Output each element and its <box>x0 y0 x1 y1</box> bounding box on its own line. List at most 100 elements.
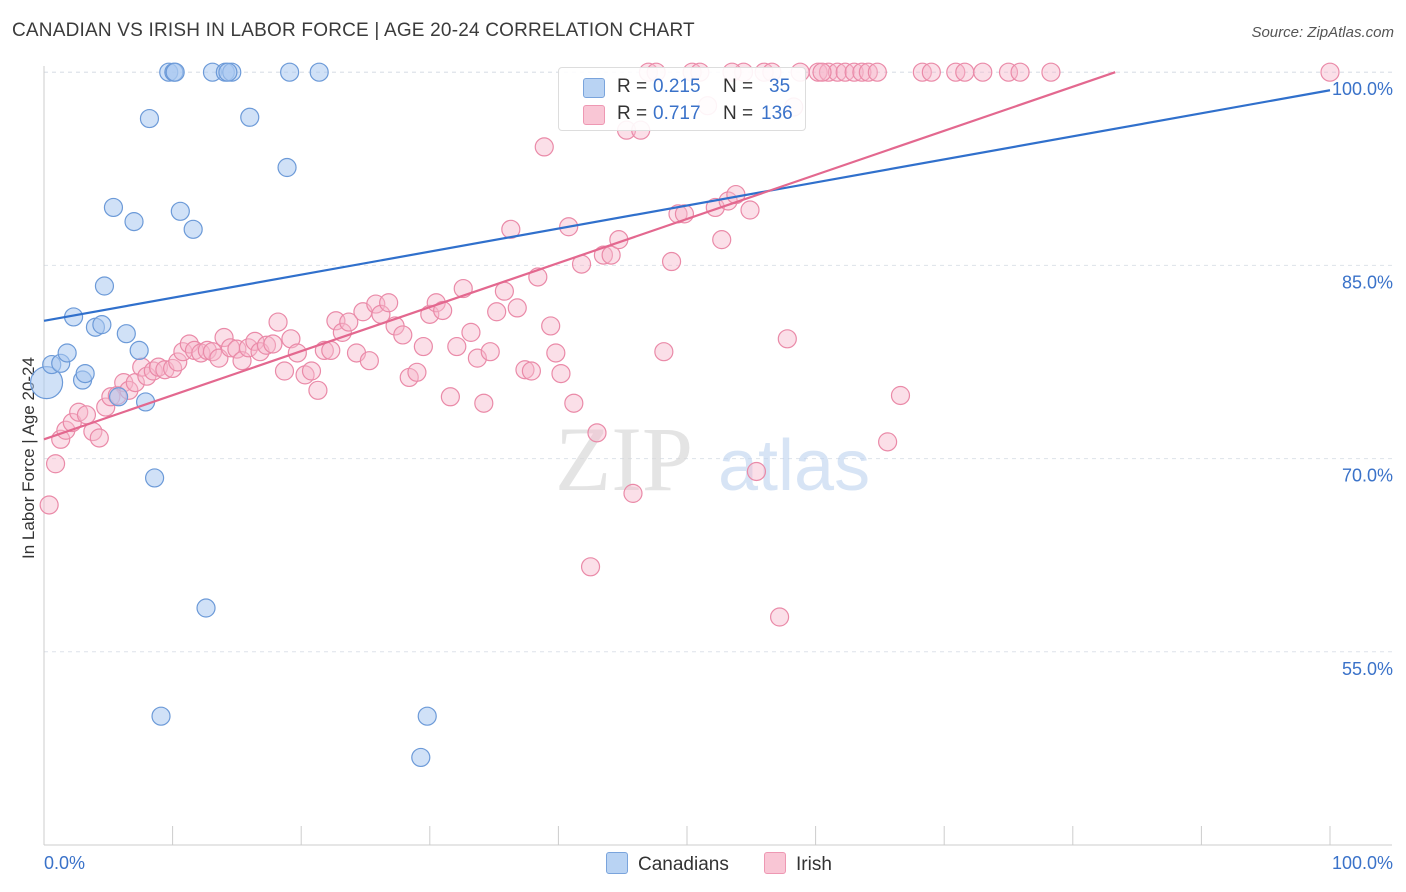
series-legend: Canadians Irish <box>0 852 1406 878</box>
canadians-point <box>94 276 115 296</box>
irish-point <box>263 334 283 354</box>
irish-point <box>447 336 467 357</box>
irish-point <box>921 62 941 82</box>
irish-point <box>955 62 975 82</box>
legend-n-value-irish: 136 <box>761 103 793 124</box>
canadians-point <box>139 108 160 129</box>
canadians-points <box>29 62 437 768</box>
irish-point <box>274 361 295 381</box>
irish-point <box>69 402 89 422</box>
legend-r-value-canadians: 0.215 <box>653 76 701 97</box>
irish-point <box>661 251 682 272</box>
irish-trendline <box>43 71 1116 441</box>
x-tick-label-max: 100.0% <box>1332 853 1393 873</box>
irish-point <box>973 62 993 82</box>
irish-point <box>777 329 797 349</box>
irish-point <box>812 62 832 82</box>
legend-r-label-irish: R = <box>617 103 648 124</box>
irish-point <box>56 420 76 440</box>
legend-n-label-canadians: N = <box>723 76 754 97</box>
irish-point <box>45 454 66 474</box>
legend-swatch-canadians <box>583 78 605 98</box>
legend-n-value-canadians: 35 <box>769 76 791 97</box>
irish-point <box>407 362 427 382</box>
canadians-point <box>277 157 297 178</box>
irish-point <box>433 300 453 321</box>
canadians-point <box>75 363 95 384</box>
canadians-point <box>116 324 136 344</box>
irish-point <box>268 312 288 332</box>
series-legend-canadians: Canadians <box>606 852 729 876</box>
y-tick-label: 55.0% <box>1342 659 1393 679</box>
irish-point <box>1041 62 1061 82</box>
canadians-point <box>129 340 149 361</box>
irish-point <box>413 336 433 357</box>
irish-point <box>420 304 440 324</box>
irish-point <box>281 329 301 349</box>
irish-point <box>998 62 1019 82</box>
irish-point <box>39 495 59 515</box>
x-tick-label-min: 0.0% <box>44 853 85 873</box>
canadians-point <box>183 219 203 239</box>
irish-point <box>256 335 277 355</box>
irish-point <box>163 358 183 379</box>
watermark-atlas: atlas <box>718 426 870 506</box>
irish-point <box>546 343 566 363</box>
irish-point <box>515 360 535 380</box>
irish-point <box>844 62 864 82</box>
canadians-point <box>196 598 216 618</box>
canadians-point <box>108 387 129 407</box>
irish-point <box>440 387 460 407</box>
y-tick-label: 85.0% <box>1342 272 1393 292</box>
irish-point <box>89 428 109 448</box>
irish-point <box>308 380 328 400</box>
irish-point <box>474 393 494 413</box>
irish-point <box>1010 62 1030 82</box>
y-axis-label-group: In Labor Force | Age 20-24 <box>19 357 38 559</box>
irish-point <box>379 293 399 313</box>
series-label-irish: Irish <box>796 854 832 875</box>
irish-point <box>359 351 379 371</box>
irish-point <box>339 312 359 332</box>
y-axis-label: In Labor Force | Age 20-24 <box>19 357 38 559</box>
canadians-point <box>103 197 124 218</box>
irish-point <box>654 342 674 362</box>
irish-point <box>332 322 352 342</box>
irish-point <box>461 322 481 342</box>
irish-point <box>746 461 767 482</box>
irish-point <box>867 62 887 82</box>
irish-point <box>564 393 584 413</box>
irish-point <box>541 316 561 336</box>
irish-point <box>76 405 97 425</box>
canadians-point <box>144 468 165 488</box>
canadians-point <box>309 62 329 82</box>
irish-point <box>214 327 234 348</box>
irish-point <box>480 342 500 362</box>
legend-r-value-irish: 0.717 <box>653 103 701 124</box>
irish-point <box>769 607 790 627</box>
gridlines: 55.0% 70.0% 85.0% 100.0% <box>44 71 1393 679</box>
irish-point <box>580 557 601 577</box>
canadians-point <box>151 706 171 726</box>
legend-swatch-irish <box>583 105 605 125</box>
series-label-canadians: Canadians <box>638 854 729 875</box>
y-tick-label: 70.0% <box>1342 466 1393 486</box>
irish-point <box>393 325 413 345</box>
irish-point <box>168 352 188 372</box>
legend-r-label-canadians: R = <box>617 76 648 97</box>
canadians-point <box>280 62 300 82</box>
irish-point <box>301 361 322 381</box>
irish-point <box>1320 62 1340 82</box>
irish-point <box>712 230 732 250</box>
irish-point <box>623 483 643 503</box>
irish-point <box>593 245 614 265</box>
irish-point <box>507 298 527 318</box>
canadians-point <box>124 212 144 232</box>
irish-point <box>494 281 514 301</box>
series-legend-irish: Irish <box>764 852 832 876</box>
axes: 0.0% 100.0% <box>43 66 1393 873</box>
y-tick-label: 100.0% <box>1332 79 1393 99</box>
stats-legend: R = 0.215 N = 35 R = 0.717 N = 136 <box>558 67 806 131</box>
irish-point <box>487 302 507 322</box>
